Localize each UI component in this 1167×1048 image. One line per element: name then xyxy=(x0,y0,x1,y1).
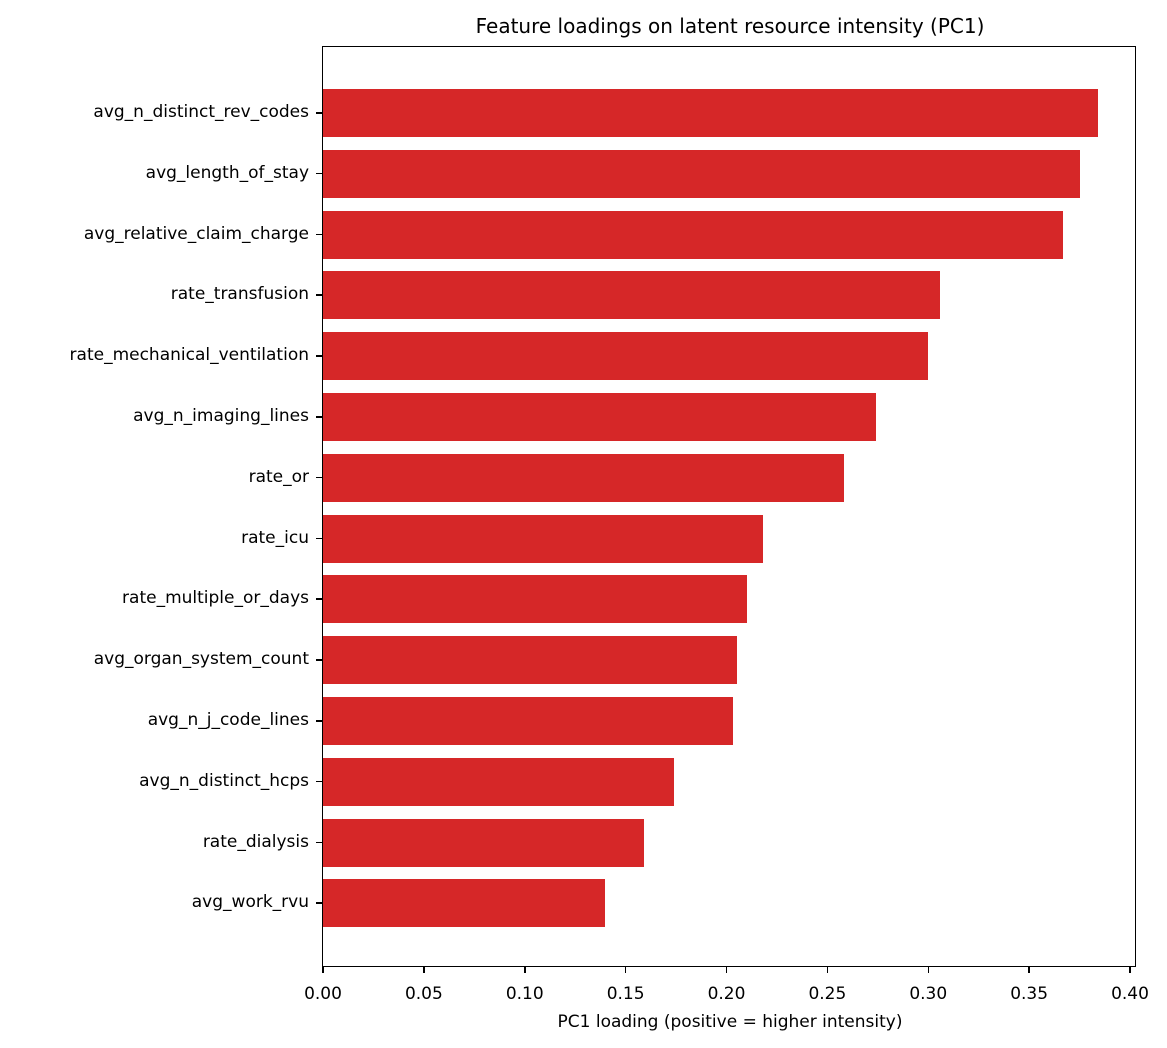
y-tick-label: rate_multiple_or_days xyxy=(122,588,309,609)
bar-rate-or xyxy=(323,453,844,502)
y-tick xyxy=(316,416,322,418)
x-tick-label: 0.15 xyxy=(606,984,645,1004)
y-tick xyxy=(316,355,322,357)
y-tick xyxy=(316,537,322,540)
y-tick-label: avg_length_of_stay xyxy=(145,162,309,183)
x-tick-label: 0.10 xyxy=(505,984,544,1004)
x-tick-label: 0.05 xyxy=(404,984,443,1004)
bar-avg-n-distinct-hcps xyxy=(323,757,675,806)
bar-avg-length-of-stay xyxy=(323,149,1080,198)
x-tick xyxy=(927,967,929,973)
x-tick xyxy=(826,967,829,973)
y-tick xyxy=(316,902,322,904)
y-tick-label: avg_n_imaging_lines xyxy=(133,406,309,426)
y-tick-label: rate_or xyxy=(248,466,309,487)
x-tick xyxy=(322,967,324,973)
x-tick-label: 0.20 xyxy=(707,984,746,1004)
x-tick-label: 0.25 xyxy=(808,984,847,1004)
y-tick xyxy=(316,780,322,783)
y-tick-label: rate_dialysis xyxy=(202,831,309,852)
y-tick xyxy=(316,172,322,175)
bar-rate-multiple-or-days xyxy=(323,575,747,624)
x-tick-label: 0.30 xyxy=(909,984,948,1004)
bar-avg-n-imaging-lines xyxy=(323,393,876,441)
y-tick xyxy=(316,294,322,296)
bar-avg-work-rvu xyxy=(323,879,606,928)
bar-avg-n-distinct-rev-codes xyxy=(323,89,1098,137)
bar-avg-organ-system-count xyxy=(323,636,737,685)
y-tick-label: avg_n_j_code_lines xyxy=(147,710,309,730)
y-tick-label: avg_organ_system_count xyxy=(93,649,309,670)
y-tick xyxy=(316,659,322,661)
x-tick xyxy=(725,967,728,973)
bar-rate-mechanical-ventilation xyxy=(323,332,929,381)
chart-title: Feature loadings on latent resource inte… xyxy=(475,14,985,38)
y-tick-label: rate_icu xyxy=(241,527,309,548)
x-tick-label: 0.00 xyxy=(304,984,342,1004)
y-tick-label: avg_relative_claim_charge xyxy=(83,223,309,244)
y-tick xyxy=(316,476,322,479)
y-tick xyxy=(316,720,322,722)
bar-rate-dialysis xyxy=(323,818,644,867)
y-tick-label: avg_n_distinct_hcps xyxy=(139,770,309,791)
y-tick xyxy=(316,112,322,114)
x-tick xyxy=(624,967,627,973)
x-tick-label: 0.35 xyxy=(1010,984,1049,1004)
y-tick xyxy=(316,841,322,844)
x-tick-label: 0.40 xyxy=(1111,984,1149,1004)
bar-avg-n-j-code-lines xyxy=(323,697,733,745)
y-tick xyxy=(316,233,322,236)
x-axis-label: PC1 loading (positive = higher intensity… xyxy=(557,1012,903,1032)
x-tick xyxy=(1028,967,1030,973)
x-tick xyxy=(423,967,425,973)
y-tick-label: avg_n_distinct_rev_codes xyxy=(93,102,309,122)
plot-area xyxy=(322,46,1136,967)
bar-rate-transfusion xyxy=(323,271,941,320)
bar-rate-icu xyxy=(323,514,763,563)
x-tick xyxy=(524,967,526,973)
y-tick-label: rate_transfusion xyxy=(170,284,309,305)
x-tick xyxy=(1129,967,1131,973)
y-tick-label: rate_mechanical_ventilation xyxy=(69,345,309,366)
bar-avg-relative-claim-charge xyxy=(323,210,1064,259)
y-tick xyxy=(316,598,322,600)
y-tick-label: avg_work_rvu xyxy=(191,892,309,913)
